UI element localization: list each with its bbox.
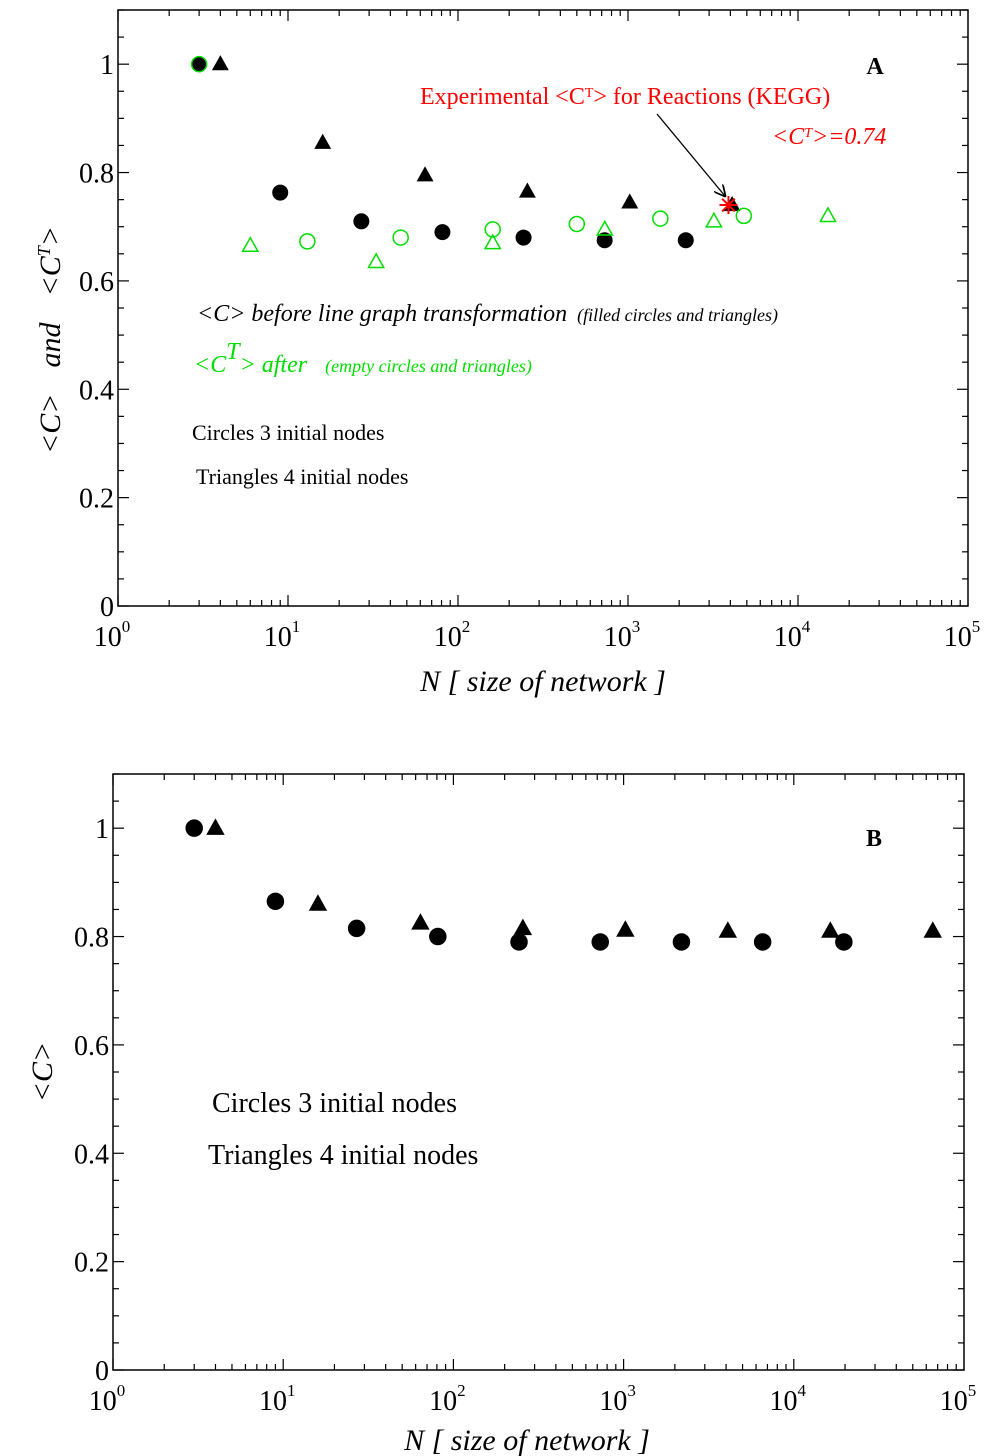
series-3-point-0 [241,236,260,253]
legend-before-text: <C> before line graph transformation (fil… [197,301,778,327]
panel-a-circles-note: Circles 3 initial nodes [192,420,384,445]
panel-a-x-axis-title: N [ size of network ] [419,665,666,698]
series-0-point-2 [353,213,370,230]
series-0-point-0 [185,819,203,837]
x-tick-label: 101 [259,1381,296,1417]
series-1-point-4 [616,920,635,937]
experimental-value-marker [719,196,738,215]
series-3-point-5 [819,206,837,223]
series-0-point-1 [272,184,289,201]
y-tick-label: 0.6 [74,1031,109,1062]
x-tick-label: 100 [94,617,131,653]
panel-a-chart: 100 101 102 103 104 105 0 0.2 0.4 0.6 0.8 1 A Exper… [34,9,981,698]
y-tick-label: 0.4 [74,1139,109,1170]
series-1-point-7 [923,921,942,938]
series-0-point-5 [596,232,613,249]
panel-b-circles-note: Circles 3 initial nodes [212,1088,457,1119]
series-0-point-3 [429,927,447,946]
experimental-arrow [656,113,725,196]
series-2-point-0 [190,55,208,73]
series-1-point-3 [513,918,533,936]
series-3-point-3 [595,219,614,236]
series-2-point-1 [299,233,316,250]
series-1-point-5 [718,921,738,938]
series-2-point-3 [484,221,501,238]
series-0-point-5 [591,933,609,951]
panel-a-ticks: 100 101 102 103 104 105 0 0.2 0.4 0.6 0.8 1 [79,9,981,653]
series-2-point-5 [652,210,669,227]
panel-a-y-axis-title: <C>and<CT> [34,226,67,454]
x-tick-label: 104 [774,617,811,653]
x-tick-label: 101 [264,617,301,653]
experimental-annotation-title: Experimental <CT> for Reactions (KEGG) [420,84,830,110]
y-tick-label: 0.8 [74,923,109,954]
series-0-point-3 [434,224,451,241]
series-2-point-4 [568,215,586,233]
series-0-point-6 [677,232,694,249]
series-0-point-7 [753,933,772,951]
x-tick-label: 103 [604,617,641,653]
y-tick-label: 0.8 [79,159,114,190]
panel-b-y-axis-title: <C> [26,1042,59,1103]
series-0-point-4 [515,229,532,246]
series-0-point-4 [510,933,528,951]
y-tick-label: 0.2 [74,1248,109,1279]
panel-b-x-axis-title: N [ size of network ] [403,1424,650,1456]
panel-b-chart: 100 101 102 103 104 105 0 0.2 0.4 0.6 0.8 1 B Circl… [26,773,977,1456]
panel-a-points [190,55,837,269]
series-1-point-2 [416,166,434,182]
x-tick-label: 102 [429,1381,466,1417]
series-1-point-0 [206,818,225,835]
panel-b-ticks: 100 101 102 103 104 105 0 0.2 0.4 0.6 0.8 1 [74,773,977,1417]
series-1-point-6 [821,921,840,938]
series-2-point-2 [392,229,409,246]
series-1-point-1 [308,894,328,911]
series-0-point-8 [835,933,853,951]
panel-b-letter: B [866,826,882,852]
x-tick-label: 105 [944,617,981,653]
experimental-annotation-value: <CT>=0.74 [772,124,886,150]
series-0-point-6 [672,933,691,951]
x-tick-label: 102 [434,617,471,653]
x-tick-label: 104 [770,1381,807,1417]
x-tick-label: 105 [940,1381,977,1417]
x-tick-label: 103 [599,1381,636,1417]
panel-b-points [185,818,942,951]
panel-b-plot-frame [112,773,965,1371]
series-2-point-6 [735,207,753,225]
series-1-point-1 [314,133,332,149]
panel-b-triangles-note: Triangles 4 initial nodes [208,1140,478,1171]
y-tick-label: 0.4 [79,375,114,406]
y-tick-label: 0.2 [79,484,114,515]
x-tick-label: 100 [89,1381,126,1417]
series-1-point-0 [211,55,229,71]
panel-a-letter: A [866,54,884,80]
y-tick-label: 1 [95,814,109,845]
series-1-point-4 [621,193,639,209]
y-tick-label: 0.6 [79,267,114,298]
y-tick-label: 1 [100,50,114,81]
series-1-point-3 [518,182,536,198]
y-tick-label: 0 [100,592,114,623]
y-tick-label: 0 [95,1356,109,1387]
series-3-point-1 [367,252,386,269]
panel-a-triangles-note: Triangles 4 initial nodes [196,464,408,489]
series-3-point-2 [483,233,502,250]
series-3-point-4 [704,211,723,228]
series-0-point-2 [347,919,366,938]
series-0-point-1 [266,892,285,911]
legend-after-text: <CT> after (empty circles and triangles) [194,339,532,378]
series-1-point-2 [411,913,430,930]
